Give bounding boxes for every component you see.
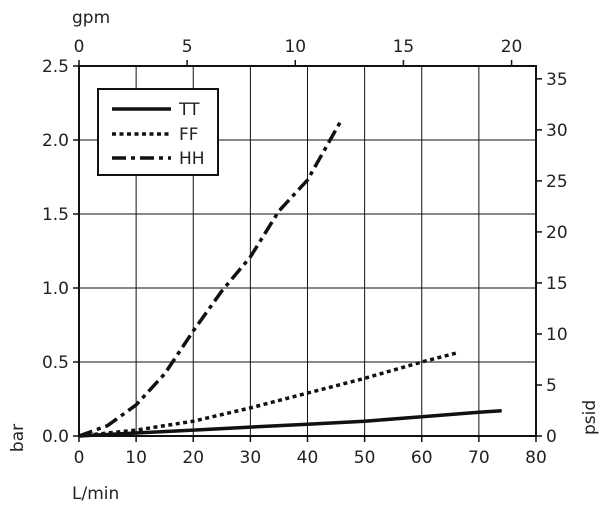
series-line-hh (78, 118, 344, 438)
legend-box (97, 88, 219, 176)
right-tick-label: 10 (546, 325, 568, 345)
right-axis-title: psid (580, 400, 600, 435)
y-tick-label: 1.5 (42, 205, 69, 225)
y-tick-label: 0.0 (42, 427, 69, 447)
series-line-ff (78, 351, 457, 438)
x-tick-label: 50 (354, 448, 376, 468)
top-axis-title: gpm (72, 8, 110, 28)
series-line-tt (78, 409, 502, 438)
x-tick-label: 60 (411, 448, 433, 468)
right-tick-label: 5 (546, 376, 557, 396)
right-tick-label: 15 (546, 274, 568, 294)
top-tick-label: 20 (501, 37, 523, 57)
legend-label-hh: HH (179, 149, 205, 169)
y-tick-label: 1.0 (42, 279, 69, 299)
legend: TT FF HH (97, 88, 219, 176)
x-tick-label: 10 (125, 448, 147, 468)
x-tick-label: 20 (182, 448, 204, 468)
y-axis-title: bar (8, 424, 28, 452)
top-tick-label: 15 (393, 37, 415, 57)
x-axis-title: L/min (72, 484, 119, 504)
series-group (78, 118, 502, 438)
top-tick-label: 0 (74, 37, 85, 57)
x-tick-label: 30 (240, 448, 262, 468)
y-tick-label: 2.0 (42, 131, 69, 151)
top-tick-label: 5 (182, 37, 193, 57)
legend-label-ff: FF (179, 125, 199, 145)
right-tick-label: 25 (546, 172, 568, 192)
right-tick-label: 30 (546, 121, 568, 141)
top-tick-label: 10 (284, 37, 306, 57)
right-tick-label: 35 (546, 70, 568, 90)
x-tick-label: 80 (525, 448, 547, 468)
x-tick-label: 40 (297, 448, 319, 468)
right-tick-label: 0 (546, 427, 557, 447)
y-tick-label: 0.5 (42, 353, 69, 373)
y-tick-label: 2.5 (42, 57, 69, 77)
legend-label-tt: TT (178, 100, 200, 120)
x-tick-label: 0 (74, 448, 85, 468)
ticks: 0 10 20 30 40 50 60 70 800.00.51.01.52.02.50 5 10 1… (42, 37, 568, 468)
x-tick-label: 70 (468, 448, 490, 468)
right-tick-label: 20 (546, 223, 568, 243)
